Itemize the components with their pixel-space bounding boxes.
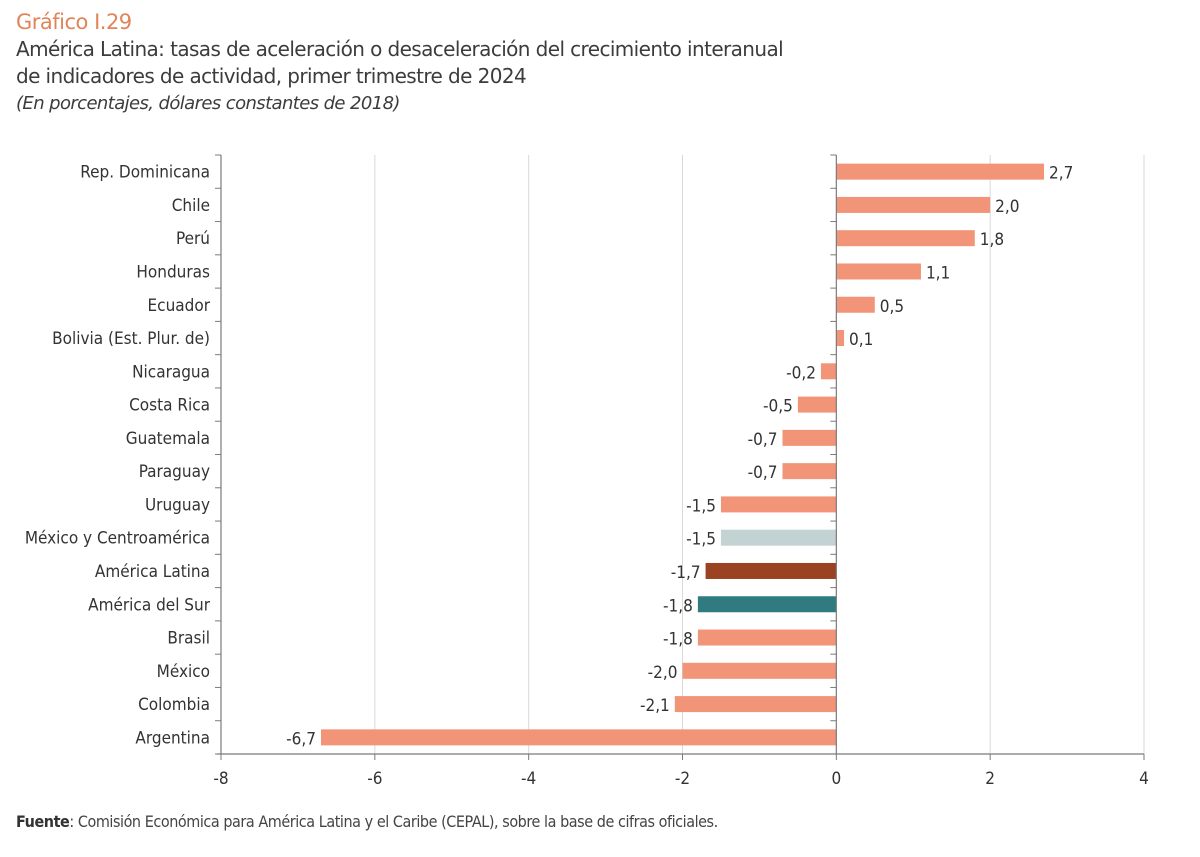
value-label: 1,8 <box>980 230 1004 250</box>
bar <box>720 529 837 546</box>
value-label: -1,8 <box>663 630 693 650</box>
bar <box>836 163 1045 180</box>
figure-label: Gráfico I.29 <box>16 10 132 34</box>
category-label: México y Centroamérica <box>25 529 210 549</box>
category-label: Argentina <box>135 728 210 748</box>
bars <box>320 163 1045 746</box>
value-label: -1,8 <box>663 596 693 616</box>
category-label: Honduras <box>136 262 210 282</box>
bar <box>705 562 837 579</box>
value-label: -2,0 <box>648 663 678 683</box>
bar <box>836 263 921 280</box>
category-label: Ecuador <box>148 296 211 316</box>
chart-header: Gráfico I.29 América Latina: tasas de ac… <box>16 8 784 118</box>
x-tick-label: 2 <box>985 769 995 789</box>
source-label: Fuente <box>16 812 70 831</box>
category-label: Guatemala <box>126 429 210 449</box>
bar <box>720 496 837 513</box>
category-label: Costa Rica <box>129 396 210 416</box>
x-tick-label: -2 <box>675 769 690 789</box>
category-label: Rep. Dominicana <box>80 163 210 183</box>
value-label: -0,2 <box>786 363 816 383</box>
x-tick-label: 4 <box>1139 769 1149 789</box>
x-tick-label: -6 <box>367 769 382 789</box>
value-label: -0,7 <box>748 463 778 483</box>
category-label: América Latina <box>95 562 210 582</box>
bar <box>836 330 845 347</box>
chart-title-line-1: América Latina: tasas de aceleración o d… <box>16 37 784 61</box>
category-label: Bolivia (Est. Plur. de) <box>52 329 210 349</box>
value-label: -1,5 <box>686 496 716 516</box>
value-label: 2,7 <box>1049 164 1073 184</box>
source-note: Fuente: Comisión Económica para América … <box>16 812 718 831</box>
x-tick-label: 0 <box>831 769 841 789</box>
labels: 2,7 Rep. Dominicana 2,0 Chile 1,8 Perú 1,1 Hond… <box>25 163 1149 789</box>
bar <box>782 429 837 446</box>
bar <box>836 296 875 313</box>
bar <box>697 629 837 646</box>
value-label: -2,1 <box>640 696 670 716</box>
category-label: Uruguay <box>145 495 210 515</box>
category-label: Nicaragua <box>132 362 210 382</box>
bar <box>782 463 837 480</box>
value-label: -0,7 <box>748 430 778 450</box>
category-label: Colombia <box>138 695 210 715</box>
value-label: -0,5 <box>763 397 793 417</box>
bar <box>697 596 837 613</box>
value-label: 0,5 <box>880 297 904 317</box>
category-label: América del Sur <box>88 595 211 615</box>
category-label: Brasil <box>167 629 210 649</box>
value-label: 1,1 <box>926 263 950 283</box>
bar <box>836 196 991 213</box>
bar-chart: 2,7 Rep. Dominicana 2,0 Chile 1,8 Perú 1,1 Hond… <box>25 154 1149 789</box>
value-label: -6,7 <box>286 729 316 749</box>
x-tick-label: -8 <box>213 769 228 789</box>
gridlines <box>374 155 1145 754</box>
value-label: 0,1 <box>849 330 873 350</box>
axes <box>215 154 1145 760</box>
bar <box>797 396 837 413</box>
category-label: Paraguay <box>139 462 210 482</box>
category-label: Chile <box>172 196 210 216</box>
bar <box>682 662 837 679</box>
chart-subtitle: (En porcentajes, dólares constantes de 2… <box>16 93 400 114</box>
value-label: -1,7 <box>671 563 701 583</box>
bar <box>820 363 837 380</box>
x-tick-label: -4 <box>521 769 536 789</box>
chart-title-line-2: de indicadores de actividad, primer trim… <box>16 64 527 88</box>
bar <box>674 696 837 713</box>
source-text: : Comisión Económica para América Latina… <box>69 812 718 831</box>
bar <box>836 230 975 247</box>
category-label: México <box>157 662 210 682</box>
value-label: -1,5 <box>686 530 716 550</box>
value-label: 2,0 <box>995 197 1019 217</box>
bar <box>320 729 837 746</box>
category-label: Perú <box>176 229 210 249</box>
